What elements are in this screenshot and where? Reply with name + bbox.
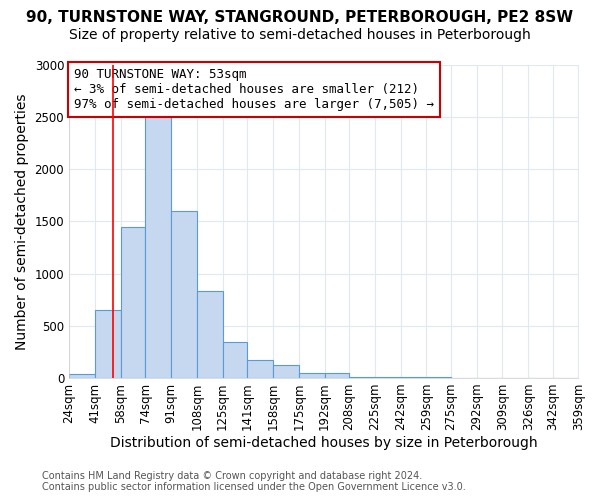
Bar: [171, 211, 197, 378]
Bar: [325, 374, 349, 378]
Y-axis label: Number of semi-detached properties: Number of semi-detached properties: [15, 93, 29, 349]
Bar: [273, 366, 299, 378]
Bar: [69, 374, 95, 378]
Bar: [197, 292, 223, 378]
Bar: [375, 377, 401, 378]
Text: Contains HM Land Registry data © Crown copyright and database right 2024.
Contai: Contains HM Land Registry data © Crown c…: [42, 471, 466, 492]
Bar: [223, 342, 247, 378]
Text: Size of property relative to semi-detached houses in Peterborough: Size of property relative to semi-detach…: [69, 28, 531, 42]
Bar: [299, 374, 325, 378]
Bar: [349, 377, 375, 378]
Text: 90 TURNSTONE WAY: 53sqm
← 3% of semi-detached houses are smaller (212)
97% of se: 90 TURNSTONE WAY: 53sqm ← 3% of semi-det…: [74, 68, 434, 111]
X-axis label: Distribution of semi-detached houses by size in Peterborough: Distribution of semi-detached houses by …: [110, 436, 538, 450]
Bar: [121, 226, 145, 378]
Bar: [145, 117, 171, 378]
Text: 90, TURNSTONE WAY, STANGROUND, PETERBOROUGH, PE2 8SW: 90, TURNSTONE WAY, STANGROUND, PETERBORO…: [26, 10, 574, 25]
Bar: [95, 310, 121, 378]
Bar: [247, 360, 273, 378]
